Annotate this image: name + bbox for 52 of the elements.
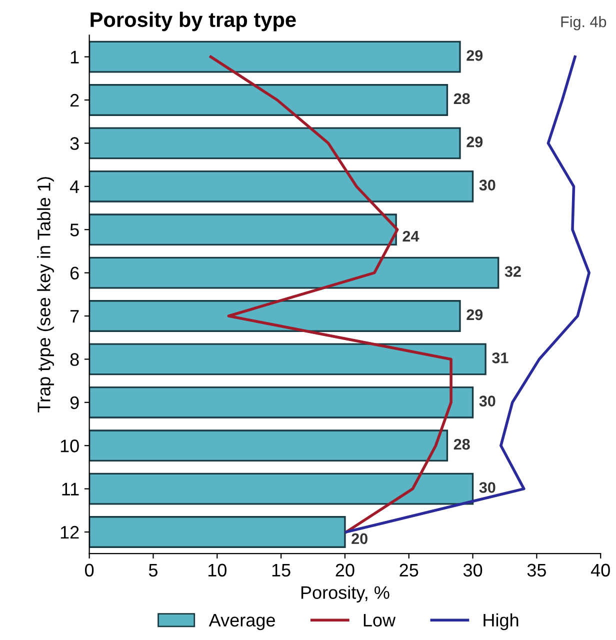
y-tick-label: 12: [60, 526, 79, 539]
data-label: 30: [479, 396, 496, 407]
x-tick-label: 10: [208, 564, 226, 577]
data-label: 30: [479, 180, 496, 191]
bar: [89, 386, 474, 418]
data-label: 20: [352, 533, 368, 544]
bar: [89, 430, 448, 462]
y-tick-label: 6: [70, 266, 79, 280]
legend-label: Low: [364, 614, 396, 627]
x-tick-label: 25: [400, 564, 418, 577]
x-axis-title: Porosity, %: [301, 586, 390, 603]
y-axis-title: Trap type (see key in Table 1): [37, 177, 54, 412]
data-label: 28: [454, 438, 470, 450]
y-tick-label: 5: [70, 224, 79, 236]
legend-label: High: [484, 613, 518, 630]
bar: [89, 343, 486, 376]
data-label: 31: [492, 352, 508, 364]
bar: [89, 40, 461, 73]
bar: [89, 472, 474, 505]
bar: [89, 84, 448, 116]
bar: [89, 170, 474, 202]
data-label: 28: [454, 93, 470, 104]
data-label: 24: [402, 230, 420, 242]
x-tick-label: 30: [463, 564, 482, 577]
bar: [89, 256, 500, 289]
y-tick-label: 4: [70, 180, 80, 193]
x-tick-label: 20: [336, 564, 354, 577]
data-label: 30: [479, 482, 496, 493]
bar: [89, 127, 461, 160]
data-label: 29: [466, 136, 483, 148]
y-tick-label: 9: [70, 396, 79, 410]
y-tick-label: 3: [70, 137, 79, 150]
x-tick-label: 0: [85, 564, 94, 577]
x-tick-label: 5: [148, 564, 158, 577]
bar: [89, 214, 397, 246]
y-tick-label: 8: [70, 353, 79, 366]
y-tick-label: 1: [70, 50, 79, 64]
legend-label: Average: [208, 614, 275, 630]
caption: Fig. 4b: [561, 16, 606, 30]
y-tick-label: 2: [70, 94, 79, 107]
chart-title: Porosity by trap type: [90, 12, 296, 32]
y-tick-label: 10: [60, 440, 79, 452]
data-label: 32: [504, 266, 521, 277]
y-tick-label: 7: [70, 310, 79, 323]
data-label: 29: [466, 309, 483, 320]
data-label: 29: [466, 50, 483, 61]
y-tick-label: 11: [62, 482, 79, 496]
bar: [89, 300, 461, 332]
bar: [89, 516, 346, 548]
x-tick-label: 35: [527, 564, 546, 577]
x-tick-label: 40: [590, 564, 610, 577]
x-tick-label: 15: [272, 564, 290, 577]
